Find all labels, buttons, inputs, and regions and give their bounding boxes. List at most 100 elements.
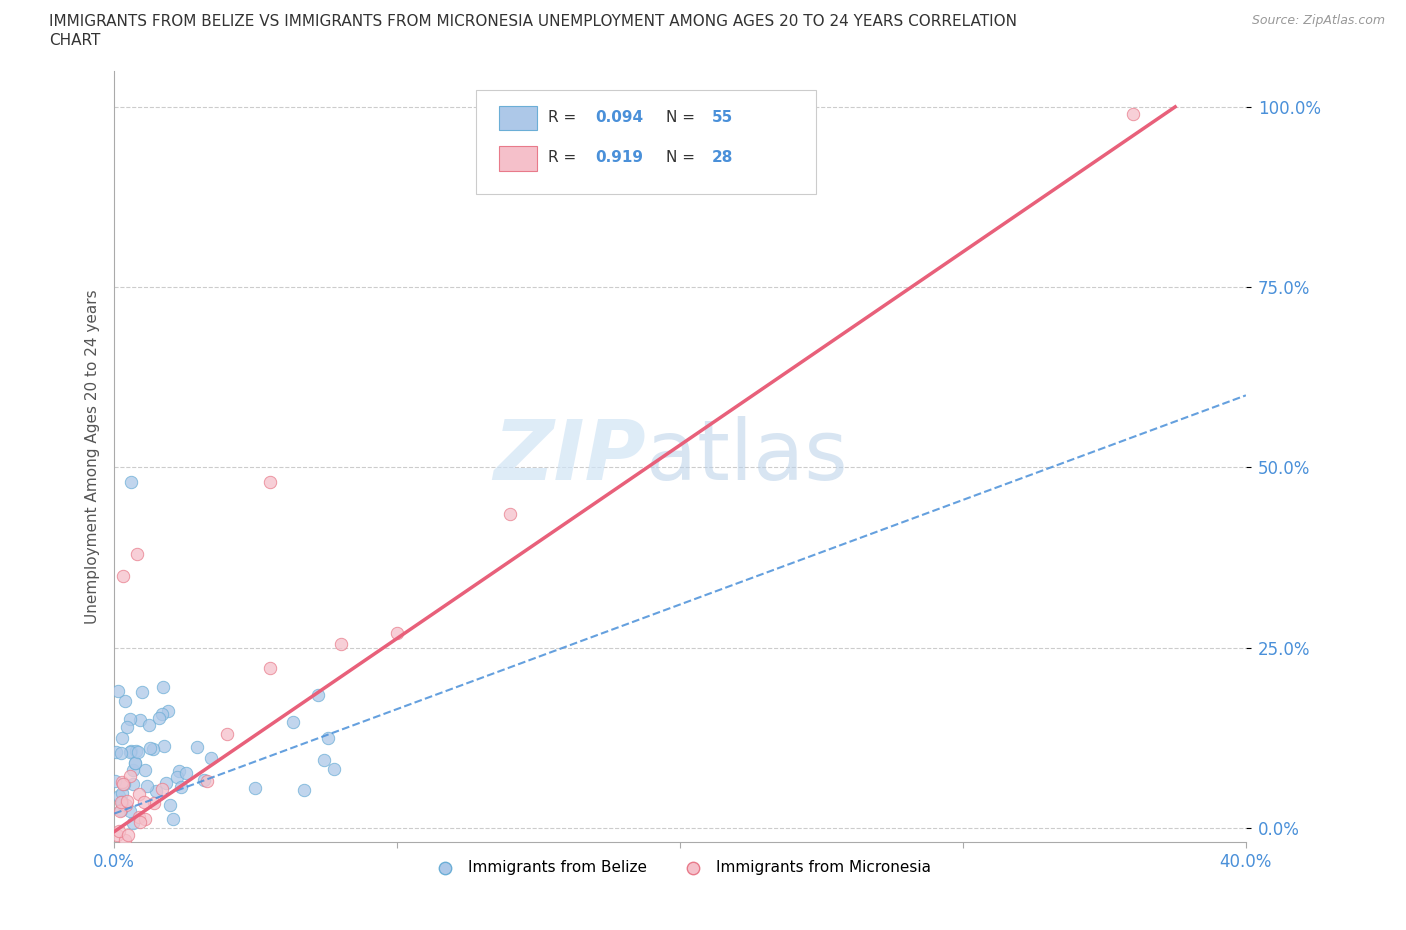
Point [312,752,335,767]
Point [145,784,167,799]
Point [120,474,142,489]
Point [128,809,150,824]
Point [499,507,522,522]
Point [122,816,145,830]
Point [124,756,146,771]
FancyBboxPatch shape [499,105,537,130]
Point [217,727,239,742]
Point [105,828,128,843]
Point [111,786,134,801]
Point [153,738,176,753]
Point [131,684,153,699]
Point [107,824,129,839]
Point [150,706,173,721]
Text: N =: N = [666,151,696,166]
Point [121,763,143,777]
Point [118,711,141,726]
Point [114,832,136,847]
Point [143,796,166,811]
Text: 0.919: 0.919 [595,151,643,166]
Point [186,739,208,754]
Point [114,798,136,813]
Point [193,773,215,788]
Point [125,744,148,759]
Point [281,714,304,729]
Point [139,740,162,755]
Point [110,795,132,810]
Point [174,765,197,780]
Point [118,768,141,783]
Point [155,776,177,790]
Point [105,744,128,759]
Point [104,774,127,789]
Point [121,777,143,791]
Point [245,780,267,795]
Point [138,718,160,733]
Text: 55: 55 [711,110,733,125]
Point [111,568,134,583]
Text: N =: N = [666,110,696,125]
Point [195,774,218,789]
Legend: Immigrants from Belize, Immigrants from Micronesia: Immigrants from Belize, Immigrants from … [423,854,936,881]
Text: R =: R = [547,110,576,125]
Point [111,731,134,746]
Point [385,626,408,641]
Point [118,744,141,759]
Point [111,796,134,811]
Point [134,812,156,827]
Text: ZIP: ZIP [494,416,647,498]
Point [112,777,135,791]
Point [114,693,136,708]
Point [117,828,139,843]
Point [323,762,346,777]
Point [115,793,138,808]
Text: Source: ZipAtlas.com: Source: ZipAtlas.com [1251,14,1385,27]
Text: atlas: atlas [647,416,848,498]
Point [150,782,173,797]
Point [108,789,131,804]
Point [115,720,138,735]
Point [125,547,148,562]
Point [129,814,152,829]
Point [170,779,193,794]
Point [108,804,131,819]
Point [159,797,181,812]
Point [110,803,132,817]
Point [142,741,165,756]
Point [259,474,281,489]
Point [120,743,142,758]
Point [112,777,135,791]
Point [259,660,281,675]
Y-axis label: Unemployment Among Ages 20 to 24 years: Unemployment Among Ages 20 to 24 years [86,289,100,624]
Point [316,731,339,746]
Point [111,794,134,809]
Text: 28: 28 [711,151,733,166]
Point [162,811,184,826]
Point [127,745,149,760]
Point [329,637,352,652]
FancyBboxPatch shape [477,90,815,194]
Point [292,783,315,798]
Point [167,764,190,779]
Point [128,787,150,802]
Text: 0.094: 0.094 [595,110,644,125]
Point [1122,107,1144,122]
Point [166,770,188,785]
FancyBboxPatch shape [499,146,537,171]
Point [148,711,170,725]
Point [111,775,134,790]
Point [134,763,156,777]
Text: CHART: CHART [49,33,101,47]
Point [200,751,222,765]
Text: R =: R = [547,151,576,166]
Point [120,804,142,818]
Point [136,778,159,793]
Point [110,746,132,761]
Text: IMMIGRANTS FROM BELIZE VS IMMIGRANTS FROM MICRONESIA UNEMPLOYMENT AMONG AGES 20 : IMMIGRANTS FROM BELIZE VS IMMIGRANTS FRO… [49,14,1017,29]
Point [107,684,129,698]
Point [132,794,155,809]
Point [124,756,146,771]
Point [307,688,329,703]
Point [152,679,174,694]
Point [129,712,152,727]
